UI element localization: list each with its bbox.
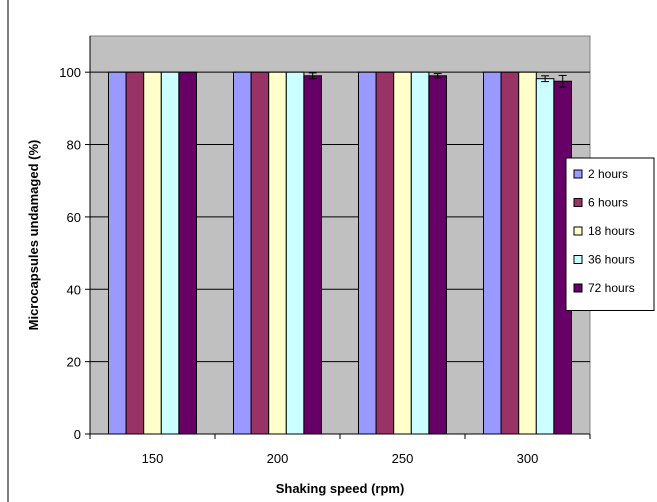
bar (410, 71, 430, 435)
bar (178, 71, 197, 435)
y-tick-label: 20 (67, 355, 81, 370)
legend-label: 18 hours (588, 224, 635, 238)
legend-swatch (573, 198, 583, 207)
bar (160, 71, 180, 435)
axes (85, 36, 591, 439)
y-tick-label: 80 (67, 138, 81, 153)
legend: 2 hours 6 hours 18 hours 36 hours 72 hours (565, 157, 655, 311)
error-bars (308, 72, 567, 88)
y-axis-title: Microcapsules undamaged (%) (26, 140, 41, 331)
bar (268, 71, 287, 435)
bar (500, 71, 520, 435)
y-tick-label: 0 (74, 427, 81, 442)
y-tick-label: 40 (67, 282, 81, 297)
bar (358, 71, 377, 435)
legend-label: 72 hours (588, 281, 635, 295)
legend-swatch (573, 255, 583, 264)
bar (375, 71, 395, 435)
bar (250, 71, 270, 435)
bar (285, 71, 305, 435)
x-tick-label: 150 (142, 451, 164, 466)
bar (428, 75, 447, 435)
bars (108, 71, 573, 435)
bar (233, 71, 252, 435)
y-tick-label: 100 (59, 65, 81, 80)
x-tick-label: 200 (267, 451, 289, 466)
bar (535, 78, 555, 435)
y-tick-labels: 0 20 40 60 80 100 (59, 65, 81, 442)
x-tick-label: 250 (392, 451, 414, 466)
bar (518, 71, 537, 435)
legend-swatch (573, 283, 583, 293)
x-tick-labels: 150 200 250 300 (142, 451, 539, 466)
legend-label: 36 hours (588, 253, 635, 267)
legend-swatch (573, 169, 583, 179)
x-axis-title: Shaking speed (rpm) (276, 481, 405, 496)
bar (143, 71, 162, 435)
bar (483, 71, 502, 435)
x-tick-label: 300 (517, 451, 539, 466)
bar (125, 71, 145, 435)
bar (303, 75, 322, 435)
bar (393, 71, 412, 435)
legend-label: 6 hours (588, 196, 628, 210)
legend-label: 2 hours (588, 167, 628, 181)
legend-swatch (573, 226, 583, 236)
y-tick-label: 60 (67, 210, 81, 225)
bar (108, 71, 127, 435)
